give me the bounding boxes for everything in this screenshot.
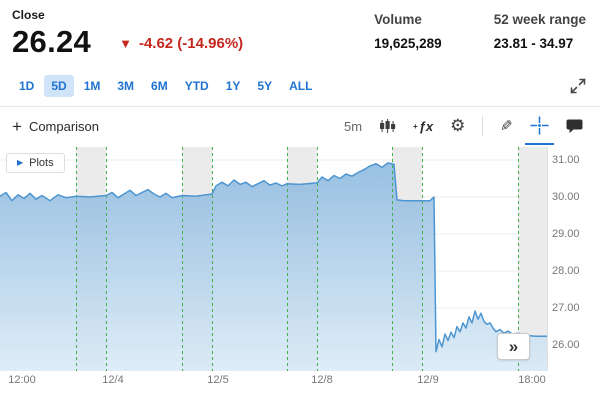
chart-area: 31.00 30.00 29.00 28.00 27.00 26.00 ▶ Plots »… bbox=[0, 147, 600, 399]
x-axis: 12:00 12/4 12/5 12/8 12/9 18:00 bbox=[0, 374, 548, 394]
y-axis: 31.00 30.00 29.00 28.00 27.00 26.00 bbox=[552, 147, 598, 371]
x-axis-label: 18:00 bbox=[518, 374, 546, 386]
quote-header: Close 26.24 ▼ -4.62 (-14.96%) Volume 19,… bbox=[0, 0, 600, 60]
x-axis-label: 12:00 bbox=[8, 374, 36, 386]
draw-pencil-icon[interactable]: ✎ bbox=[500, 118, 513, 135]
plots-label: Plots bbox=[29, 157, 54, 169]
indicators-fx-icon[interactable]: + ƒx bbox=[408, 107, 438, 145]
crosshair-icon[interactable] bbox=[525, 107, 554, 145]
tab-6m[interactable]: 6M bbox=[151, 79, 168, 93]
last-price: 26.24 bbox=[12, 24, 92, 59]
tool-group: 5m + ƒx ⚙ ✎ bbox=[339, 107, 588, 145]
fx-label: ƒx bbox=[418, 118, 434, 134]
double-chevron-icon: » bbox=[508, 336, 519, 356]
tab-all[interactable]: ALL bbox=[289, 79, 313, 93]
divider bbox=[0, 106, 600, 107]
comparison-label: Comparison bbox=[28, 118, 100, 134]
triangle-right-icon: ▶ bbox=[17, 158, 24, 167]
y-axis-label: 29.00 bbox=[552, 228, 580, 240]
chart-toolbar: + Comparison 5m + ƒx ⚙ ✎ bbox=[0, 107, 600, 145]
volume-value: 19,625,289 bbox=[374, 36, 442, 51]
x-axis-label: 12/4 bbox=[102, 374, 124, 386]
interval-button[interactable]: 5m bbox=[343, 118, 363, 134]
x-axis-label: 12/8 bbox=[311, 374, 333, 386]
x-axis-label: 12/9 bbox=[417, 374, 439, 386]
tab-5d[interactable]: 5D bbox=[44, 75, 74, 97]
plus-icon: + bbox=[12, 116, 22, 136]
change-value: -4.62 (-14.96%) bbox=[138, 34, 244, 52]
fx-plus: + bbox=[413, 121, 418, 131]
chart-style-icon[interactable] bbox=[374, 107, 401, 145]
y-axis-label: 28.00 bbox=[552, 265, 580, 278]
plots-toggle[interactable]: ▶ Plots bbox=[6, 153, 65, 173]
y-axis-label: 31.00 bbox=[552, 153, 580, 166]
volume-stat: Volume 19,625,289 bbox=[374, 12, 442, 60]
quote-price-block: Close 26.24 ▼ -4.62 (-14.96%) bbox=[12, 8, 243, 60]
price-row: 26.24 ▼ -4.62 (-14.96%) bbox=[12, 24, 243, 60]
y-axis-label: 26.00 bbox=[552, 339, 580, 352]
comment-icon[interactable] bbox=[561, 107, 588, 145]
y-axis-label: 27.00 bbox=[552, 302, 580, 315]
volume-label: Volume bbox=[374, 12, 422, 27]
y-axis-label: 30.00 bbox=[552, 190, 580, 203]
tab-1m[interactable]: 1M bbox=[83, 79, 101, 93]
price-change: ▼ -4.62 (-14.96%) bbox=[119, 35, 243, 52]
range-label: 52 week range bbox=[493, 12, 586, 27]
tab-1y[interactable]: 1Y bbox=[225, 79, 241, 93]
range-tab-bar: 1D 5D 1M 3M 6M YTD 1Y 5Y ALL bbox=[0, 75, 600, 97]
expand-icon[interactable] bbox=[568, 76, 588, 96]
comparison-button[interactable]: + Comparison bbox=[12, 107, 99, 145]
quote-stats: Volume 19,625,289 52 week range 23.81 - … bbox=[374, 8, 586, 60]
scroll-forward-button[interactable]: » bbox=[497, 333, 530, 360]
week-range-stat: 52 week range 23.81 - 34.97 bbox=[494, 12, 586, 60]
tab-3m[interactable]: 3M bbox=[117, 79, 135, 93]
range-value: 23.81 - 34.97 bbox=[493, 36, 574, 51]
triangle-down-icon: ▼ bbox=[119, 35, 132, 51]
tab-ytd[interactable]: YTD bbox=[184, 79, 209, 93]
close-label: Close bbox=[12, 8, 45, 22]
toolbar-divider bbox=[482, 116, 484, 136]
tab-1d[interactable]: 1D bbox=[19, 79, 35, 93]
x-axis-label: 12/5 bbox=[207, 374, 229, 386]
settings-gear-icon[interactable]: ⚙ bbox=[450, 116, 466, 135]
price-chart-svg[interactable] bbox=[0, 147, 548, 371]
tab-5y[interactable]: 5Y bbox=[257, 79, 273, 93]
